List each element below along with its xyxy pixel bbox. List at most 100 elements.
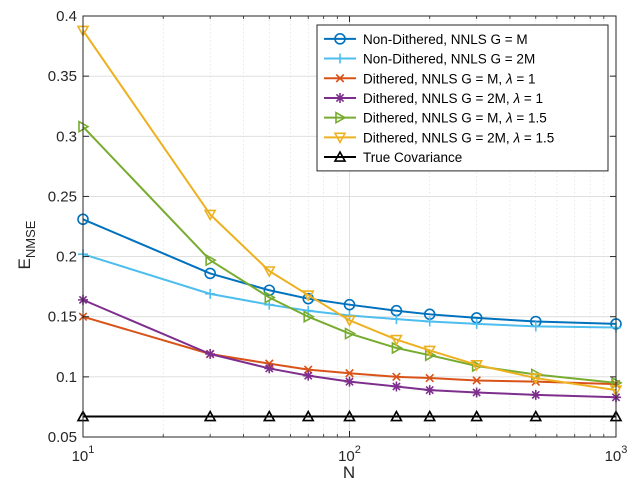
data-point	[424, 316, 435, 327]
series-line	[82, 253, 617, 329]
data-point	[204, 267, 216, 280]
legend-marker	[333, 132, 347, 144]
legend-marker	[333, 150, 347, 162]
legend-label-text: Dithered, NNLS G = 2M,	[363, 130, 513, 145]
data-point	[424, 385, 435, 396]
data-point	[471, 387, 482, 398]
x-tick-base: 10	[605, 448, 622, 465]
legend-marker	[335, 111, 347, 125]
legend-marker	[335, 53, 345, 64]
data-point	[205, 288, 216, 299]
data-point	[391, 314, 402, 325]
x-tick-exponent: 3	[621, 444, 627, 456]
x-tick-label: 103	[605, 444, 628, 465]
data-point	[301, 409, 315, 422]
data-point	[530, 321, 541, 332]
legend-marker	[335, 92, 345, 103]
legend-item: Dithered, NNLS G = M, λ = 1	[324, 71, 536, 86]
legend-label-text: True Covariance	[363, 150, 462, 165]
data-point	[390, 409, 403, 422]
data-point	[264, 299, 275, 310]
legend-label-value: = 1.5	[520, 130, 554, 145]
series-5	[78, 120, 623, 390]
data-point	[301, 290, 315, 302]
legend-label-lambda: λ	[505, 111, 513, 126]
legend-marker	[335, 73, 345, 83]
data-point	[345, 368, 354, 378]
data-point	[529, 373, 543, 385]
x-tick-base: 10	[338, 448, 355, 465]
data-point	[344, 310, 355, 321]
y-tick-label: 0.2	[56, 249, 77, 266]
y-axis-label: ENMSE	[15, 220, 38, 269]
data-point	[391, 341, 404, 355]
legend-label-value: = 1	[520, 91, 543, 106]
legend-item: True Covariance	[324, 150, 462, 165]
data-point	[264, 291, 276, 304]
legend-label: Non-Dithered, NNLS G = 2M	[363, 52, 535, 67]
data-point	[530, 389, 541, 400]
series-line	[82, 29, 617, 392]
data-point	[472, 376, 481, 385]
legend-label-lambda: λ	[505, 71, 513, 86]
x-tick-label: 102	[338, 444, 361, 465]
legend-label: Non-Dithered, NNLS G = M	[363, 32, 528, 47]
data-point	[343, 315, 356, 327]
y-tick-label: 0.3	[56, 128, 77, 145]
legend-label: True Covariance	[363, 150, 462, 165]
data-point	[203, 209, 217, 222]
legend-label: Dithered, NNLS G = M, λ = 1.5	[363, 111, 547, 126]
series-line	[82, 298, 617, 399]
y-tick-label: 0.1	[56, 369, 77, 386]
legend-label: Dithered, NNLS G = M, λ = 1	[363, 71, 536, 86]
legend-marker	[334, 33, 346, 45]
legend-label-lambda: λ	[512, 91, 520, 106]
data-point	[392, 372, 401, 382]
x-tick-base: 10	[72, 448, 89, 465]
x-tick-label: 101	[72, 444, 95, 465]
legend-label-text: Dithered, NNLS G = 2M,	[363, 91, 513, 106]
legend-box	[316, 24, 609, 172]
data-point	[262, 266, 276, 278]
data-point	[471, 318, 482, 329]
y-axis-label-sub: NMSE	[23, 220, 38, 258]
y-tick-label: 0.25	[48, 188, 77, 205]
legend-label-value: = 1.5	[513, 111, 547, 126]
data-point	[343, 298, 356, 311]
data-point	[470, 360, 484, 372]
series-7	[76, 409, 623, 422]
data-point	[303, 370, 314, 381]
y-tick-label: 0.35	[48, 68, 77, 85]
data-point	[390, 334, 403, 347]
legend-item: Dithered, NNLS G = M, λ = 1.5	[324, 111, 547, 126]
legend-item: Non-Dithered, NNLS G = 2M	[324, 52, 535, 67]
y-tick-label: 0.4	[56, 8, 77, 25]
data-point	[343, 409, 356, 422]
data-point	[425, 373, 435, 383]
legend-label-text: Dithered, NNLS G = M,	[363, 71, 506, 86]
series-line	[82, 125, 617, 384]
data-point	[205, 253, 217, 267]
legend-label-text: Dithered, NNLS G = M,	[363, 111, 506, 126]
legend-label: Dithered, NNLS G = 2M, λ = 1.5	[363, 130, 554, 145]
data-point	[391, 381, 402, 392]
data-point	[470, 409, 484, 422]
legend-label: Dithered, NNLS G = 2M, λ = 1	[363, 91, 543, 106]
x-tick-exponent: 1	[88, 444, 94, 456]
legend-label-text: Non-Dithered, NNLS G = M	[363, 32, 528, 47]
data-point	[423, 345, 437, 358]
data-point	[529, 409, 543, 422]
data-point	[262, 409, 276, 422]
axis-labels: N ENMSE	[15, 220, 355, 482]
data-point	[264, 363, 275, 374]
legend-label-lambda: λ	[512, 130, 520, 145]
axes	[82, 15, 617, 438]
data-point	[344, 376, 355, 387]
data-point	[424, 348, 437, 362]
x-tick-exponent: 2	[355, 444, 361, 456]
legend-item: Non-Dithered, NNLS G = M	[324, 32, 528, 47]
legend-item: Dithered, NNLS G = 2M, λ = 1.5	[324, 130, 554, 145]
legend-label-text: Non-Dithered, NNLS G = 2M	[363, 52, 535, 67]
